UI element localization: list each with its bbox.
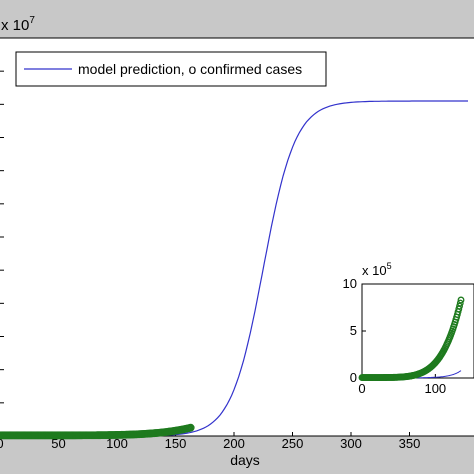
inset-y-tick-label: 5 [350, 323, 357, 338]
inset-confirmed-marker [456, 302, 463, 310]
main-x-tick-label: 200 [223, 436, 245, 451]
main-x-tick-label: 0 [0, 436, 4, 451]
main-y-multiplier: x 107 [1, 15, 35, 34]
inset-confirmed-marker [457, 296, 465, 304]
inset-plot-area [361, 283, 474, 379]
inset-y-tick-label: 10 [343, 276, 357, 291]
main-x-ticks: 0 50 100 150 200 250 300 350 [0, 432, 420, 451]
inset-x-tick-label: 0 [358, 381, 365, 396]
confirmed-cases-markers [0, 423, 195, 440]
main-x-tick-label: 250 [282, 436, 304, 451]
inset-x-tick-label: 100 [424, 381, 446, 396]
main-x-tick-label: 100 [106, 436, 128, 451]
main-y-ticks [0, 70, 4, 404]
main-x-tick-label: 350 [399, 436, 421, 451]
confirmed-case-marker [186, 423, 195, 432]
inset-confirmed-marker [456, 299, 464, 307]
legend-entry: model prediction, o confirmed cases [78, 61, 302, 77]
main-x-tick-label: 300 [340, 436, 362, 451]
inset-chart: x 105 0 5 10 0 100 [343, 261, 474, 396]
legend: model prediction, o confirmed cases [15, 51, 327, 87]
main-x-tick-label: 50 [51, 436, 65, 451]
inset-y-multiplier: x 105 [362, 261, 392, 278]
x-axis-label: days [230, 452, 260, 468]
inset-y-tick-label: 0 [350, 370, 357, 385]
inset-confirmed-markers [358, 296, 465, 381]
main-x-tick-label: 150 [165, 436, 187, 451]
